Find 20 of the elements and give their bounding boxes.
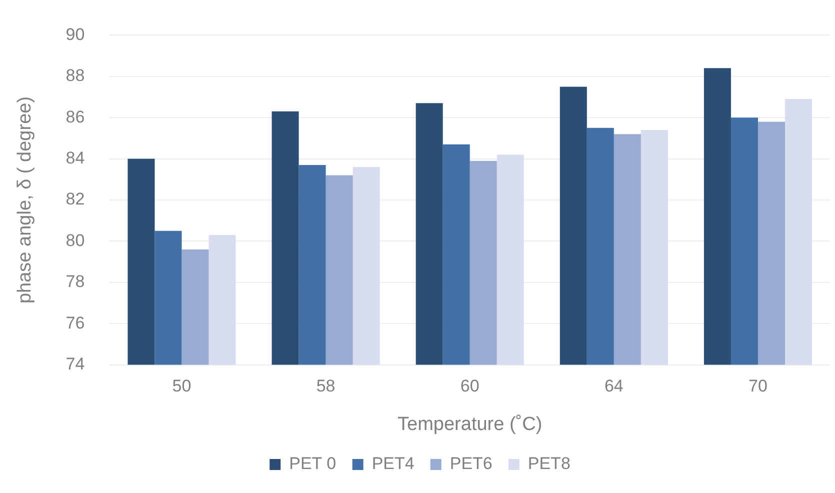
y-tick-label: 74	[66, 354, 85, 374]
y-tick-label: 88	[66, 66, 85, 86]
y-tick-label: 80	[66, 230, 85, 250]
y-tick-label: 84	[66, 148, 85, 168]
y-axis-title: phase angle, δ ( degree)	[14, 96, 36, 304]
x-tick-label: 50	[172, 376, 192, 396]
legend-label: PET4	[372, 454, 414, 474]
y-tick-label: 78	[66, 272, 85, 292]
x-axis-title: Temperature (˚C)	[398, 414, 542, 435]
legend-label: PET8	[528, 454, 570, 474]
y-tick-label: 86	[66, 107, 85, 126]
legend-label: PET 0	[289, 454, 336, 474]
y-tick-label: 82	[66, 190, 85, 209]
y-tick-label: 90	[66, 24, 85, 44]
y-tick-label: 76	[66, 313, 85, 332]
x-tick-label: 60	[460, 376, 480, 396]
legend-label: PET6	[450, 454, 492, 474]
x-tick-label: 70	[748, 376, 768, 396]
x-tick-label: 58	[316, 376, 336, 396]
x-tick-label: 64	[604, 376, 624, 396]
